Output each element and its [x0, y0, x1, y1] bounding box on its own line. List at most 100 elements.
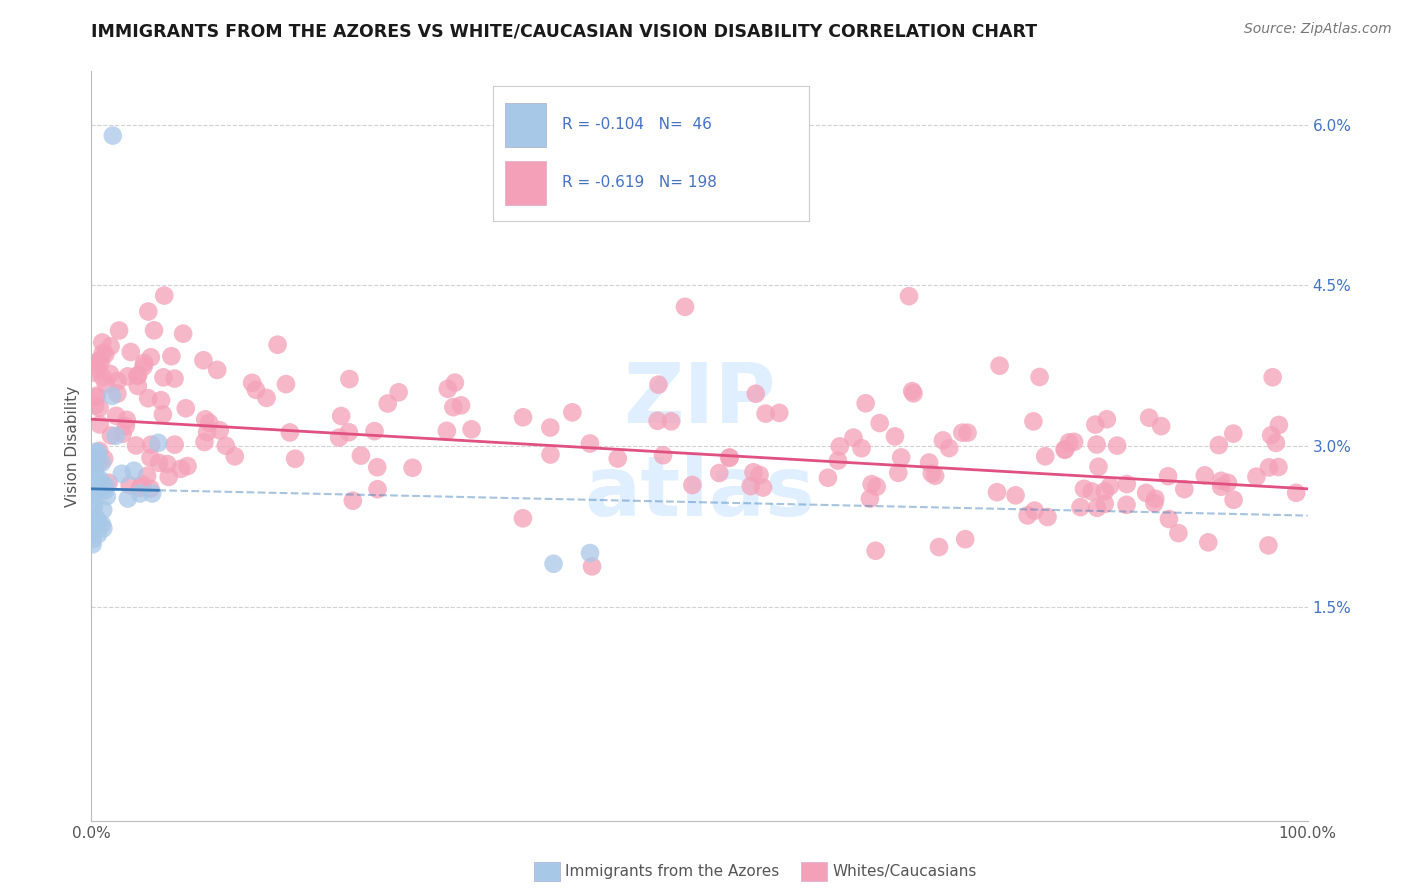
Point — [132, 359, 155, 374]
Point — [1137, 410, 1160, 425]
Point — [82, 469, 104, 483]
Point — [1285, 485, 1308, 500]
Point — [82, 486, 104, 500]
Point — [129, 486, 152, 500]
Point — [1115, 477, 1137, 491]
Point — [245, 383, 267, 397]
Point — [851, 442, 873, 456]
Point — [366, 460, 388, 475]
Point — [127, 379, 149, 393]
Point — [1208, 438, 1230, 452]
Point — [82, 496, 104, 510]
Point — [101, 128, 124, 143]
Point — [91, 502, 114, 516]
Point — [108, 324, 131, 338]
Point — [128, 481, 150, 495]
Point — [87, 515, 110, 529]
Point — [1173, 482, 1195, 496]
Point — [1094, 497, 1116, 511]
Text: IMMIGRANTS FROM THE AZORES VS WHITE/CAUCASIAN VISION DISABILITY CORRELATION CHAR: IMMIGRANTS FROM THE AZORES VS WHITE/CAUC… — [91, 22, 1038, 40]
Point — [1017, 508, 1039, 523]
Point — [1211, 480, 1233, 494]
Point — [742, 465, 765, 479]
Point — [266, 337, 288, 351]
Point — [195, 425, 218, 439]
Point — [84, 447, 107, 461]
Point — [1167, 526, 1189, 541]
Point — [87, 527, 110, 541]
Point — [136, 468, 159, 483]
Point — [928, 540, 950, 554]
Point — [921, 467, 943, 481]
Point — [938, 441, 960, 455]
Point — [132, 356, 155, 370]
Point — [82, 533, 104, 547]
Point — [337, 425, 360, 440]
Point — [89, 443, 111, 458]
Point — [437, 382, 460, 396]
Point — [82, 514, 104, 528]
Point — [91, 335, 114, 350]
Point — [172, 326, 194, 341]
Point — [903, 386, 925, 401]
Point — [150, 393, 173, 408]
Point — [91, 346, 114, 360]
Point — [91, 480, 114, 494]
Point — [1085, 437, 1108, 451]
Point — [152, 370, 174, 384]
Point — [120, 345, 142, 359]
Point — [82, 537, 104, 551]
Point — [1073, 482, 1095, 496]
Point — [377, 396, 399, 410]
Point — [87, 362, 110, 376]
Point — [82, 487, 104, 501]
Point — [860, 477, 883, 491]
Point — [93, 451, 115, 466]
Point — [160, 349, 183, 363]
Point — [256, 391, 278, 405]
Point — [84, 486, 107, 500]
Point — [163, 437, 186, 451]
Point — [224, 450, 246, 464]
Point — [139, 482, 162, 496]
Point — [136, 391, 159, 405]
Text: Immigrants from the Azores: Immigrants from the Azores — [565, 864, 779, 879]
Point — [86, 389, 108, 403]
Point — [86, 444, 108, 458]
Point — [1053, 442, 1076, 457]
Point — [828, 439, 851, 453]
Point — [148, 456, 170, 470]
Point — [104, 429, 127, 443]
Point — [1036, 510, 1059, 524]
Point — [924, 468, 946, 483]
Point — [1028, 370, 1050, 384]
Point — [90, 456, 112, 470]
Point — [512, 511, 534, 525]
Text: Whites/Caucasians: Whites/Caucasians — [832, 864, 977, 879]
Point — [709, 466, 731, 480]
Point — [83, 500, 105, 514]
Point — [1209, 474, 1232, 488]
Point — [887, 466, 910, 480]
Point — [83, 453, 105, 467]
Point — [274, 377, 297, 392]
Point — [90, 355, 112, 369]
Point — [955, 532, 977, 546]
Point — [561, 405, 583, 419]
Point — [898, 289, 921, 303]
Point — [890, 450, 912, 465]
Point — [350, 449, 373, 463]
Point — [606, 451, 628, 466]
Point — [1246, 469, 1268, 483]
Point — [339, 372, 361, 386]
Point — [91, 517, 114, 532]
Point — [1024, 503, 1046, 517]
Point — [1115, 498, 1137, 512]
Point — [1022, 414, 1045, 428]
Point — [1080, 484, 1102, 499]
Point — [1258, 460, 1281, 475]
Point — [278, 425, 301, 440]
Point — [118, 478, 141, 492]
Point — [83, 487, 105, 501]
Point — [114, 419, 136, 434]
